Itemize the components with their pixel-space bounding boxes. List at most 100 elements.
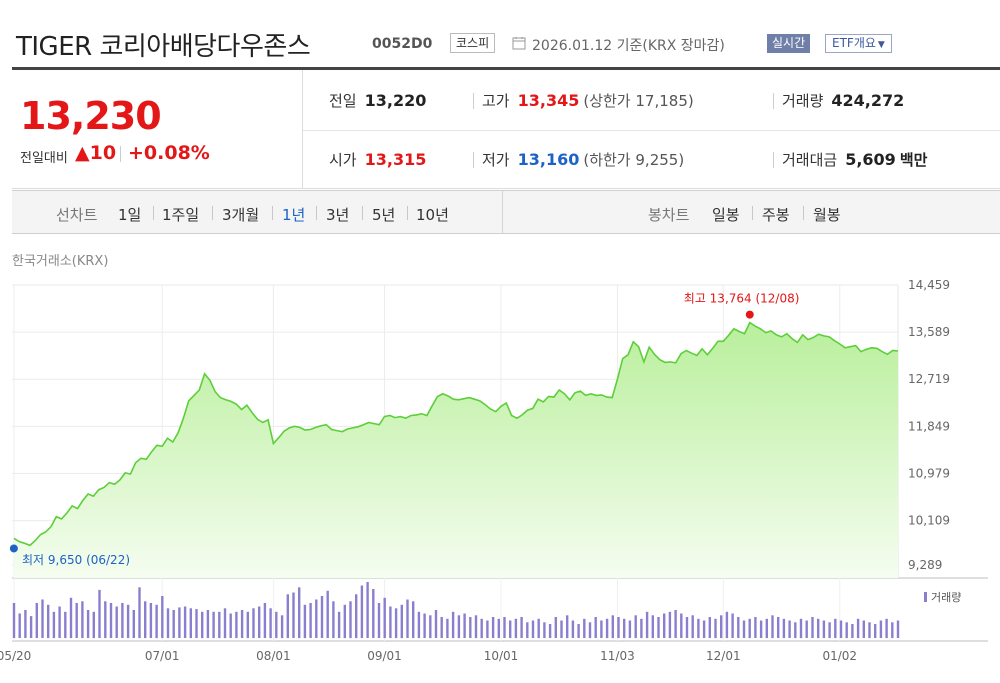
volume-bar: [480, 618, 483, 639]
stat-sub: (하한가 9,255): [583, 151, 685, 169]
stat-divider: [773, 152, 774, 168]
volume-bar: [417, 611, 421, 639]
volume-bar: [315, 599, 318, 638]
volume-bar: [623, 618, 626, 639]
volume-bar: [343, 604, 346, 639]
volume-bar: [805, 620, 808, 638]
volume-bar: [360, 585, 364, 638]
realtime-button[interactable]: 실시간: [767, 34, 811, 53]
volume-legend-swatch: [924, 592, 927, 602]
volume-bar: [571, 620, 575, 638]
volume-bar: [851, 624, 854, 638]
tab-divider: [212, 206, 213, 220]
change-value: ▲10: [75, 142, 117, 164]
volume-bar: [349, 601, 352, 639]
volume-bar: [777, 617, 780, 638]
min-point: [9, 544, 18, 553]
volume-bar: [583, 618, 586, 639]
volume-bar: [320, 596, 324, 638]
tab-divider: [407, 206, 408, 220]
volume-bar: [47, 604, 50, 639]
volume-bar: [782, 618, 786, 639]
volume-bar: [828, 622, 831, 639]
tab-candle-daily[interactable]: 일봉: [712, 206, 740, 224]
tab-period-1y[interactable]: 1년: [282, 206, 306, 224]
y-tick-label: 9,289: [908, 558, 942, 572]
volume-bar: [668, 611, 672, 639]
tab-candle-monthly[interactable]: 월봉: [813, 206, 841, 224]
volume-bar: [161, 596, 164, 638]
volume-bar: [303, 604, 307, 639]
volume-bar: [765, 618, 768, 639]
volume-bar: [708, 617, 711, 638]
price-line: [13, 321, 899, 547]
volume-bar: [588, 622, 592, 639]
volume-bar: [674, 610, 677, 638]
volume-bar: [634, 615, 637, 639]
stat-turnover: 거래대금 5,609 백만: [782, 149, 927, 170]
x-tick-label: 10/01: [484, 649, 519, 663]
volume-bar: [258, 606, 261, 638]
volume-bar: [269, 608, 272, 639]
volume-bar: [531, 620, 535, 638]
exchange-label: 한국거래소(KRX): [12, 254, 109, 269]
volume-bar: [24, 610, 27, 638]
line-chart-label: 선차트: [56, 206, 98, 224]
volume-bar: [275, 611, 278, 639]
volume-bar: [691, 615, 694, 639]
volume-bar: [463, 613, 466, 638]
stat-label: 저가: [482, 151, 510, 169]
min-label: 최저 9,650 (06/22): [22, 553, 130, 567]
tab-period-1w[interactable]: 1주일: [162, 206, 200, 224]
tab-period-3m[interactable]: 3개월: [222, 206, 260, 224]
stat-divider: [473, 93, 474, 109]
volume-bar: [731, 613, 734, 638]
stat-value: 5,609: [845, 150, 896, 169]
volume-bar: [714, 618, 717, 639]
volume-bar: [611, 615, 614, 639]
x-tick-label: 11/03: [600, 649, 635, 663]
volume-bar: [218, 611, 221, 639]
chevron-down-icon: ▼: [877, 40, 885, 50]
chart-tabs: 선차트 1일 1주일 3개월 1년 3년 5년 10년 봉차트 일봉 주봉 월봉: [12, 190, 1000, 234]
y-tick-label: 14,459: [908, 278, 950, 292]
volume-bar: [560, 620, 563, 638]
etf-overview-button[interactable]: ETF개요 ▼: [825, 34, 892, 53]
volume-bar: [377, 603, 381, 638]
volume-bar: [651, 615, 654, 639]
volume-bar: [172, 610, 175, 638]
change-divider: [120, 146, 121, 162]
volume-bar: [748, 618, 751, 639]
volume-bar: [862, 620, 865, 638]
x-tick-label: 05/20: [0, 649, 31, 663]
tabs-divider: [502, 191, 503, 233]
volume-bar: [389, 606, 392, 638]
volume-bar: [201, 611, 204, 639]
volume-bar: [605, 618, 609, 639]
volume-bar: [885, 618, 888, 639]
tab-candle-weekly[interactable]: 주봉: [762, 206, 790, 224]
volume-bar: [240, 610, 244, 638]
volume-legend: 거래량: [924, 589, 961, 605]
volume-bar: [657, 617, 660, 638]
y-tick-label: 12,719: [908, 372, 950, 386]
volume-bar: [309, 603, 312, 638]
volume-bar: [839, 620, 843, 638]
volume-bar: [440, 617, 443, 638]
volume-bar: [497, 618, 500, 639]
volume-bar: [742, 620, 746, 638]
tab-period-10y[interactable]: 10년: [416, 206, 449, 224]
stat-divider: [473, 152, 474, 168]
volume-bar: [486, 620, 489, 638]
stat-value: 13,315: [364, 150, 427, 169]
tab-divider: [153, 206, 154, 220]
tab-period-5y[interactable]: 5년: [372, 206, 396, 224]
volume-bar: [754, 617, 757, 638]
tab-period-3y[interactable]: 3년: [326, 206, 350, 224]
volume-bar: [280, 615, 284, 639]
volume-bar: [366, 582, 369, 638]
max-point: [745, 310, 754, 319]
tab-period-1d[interactable]: 1일: [118, 206, 142, 224]
volume-bar: [138, 587, 141, 639]
